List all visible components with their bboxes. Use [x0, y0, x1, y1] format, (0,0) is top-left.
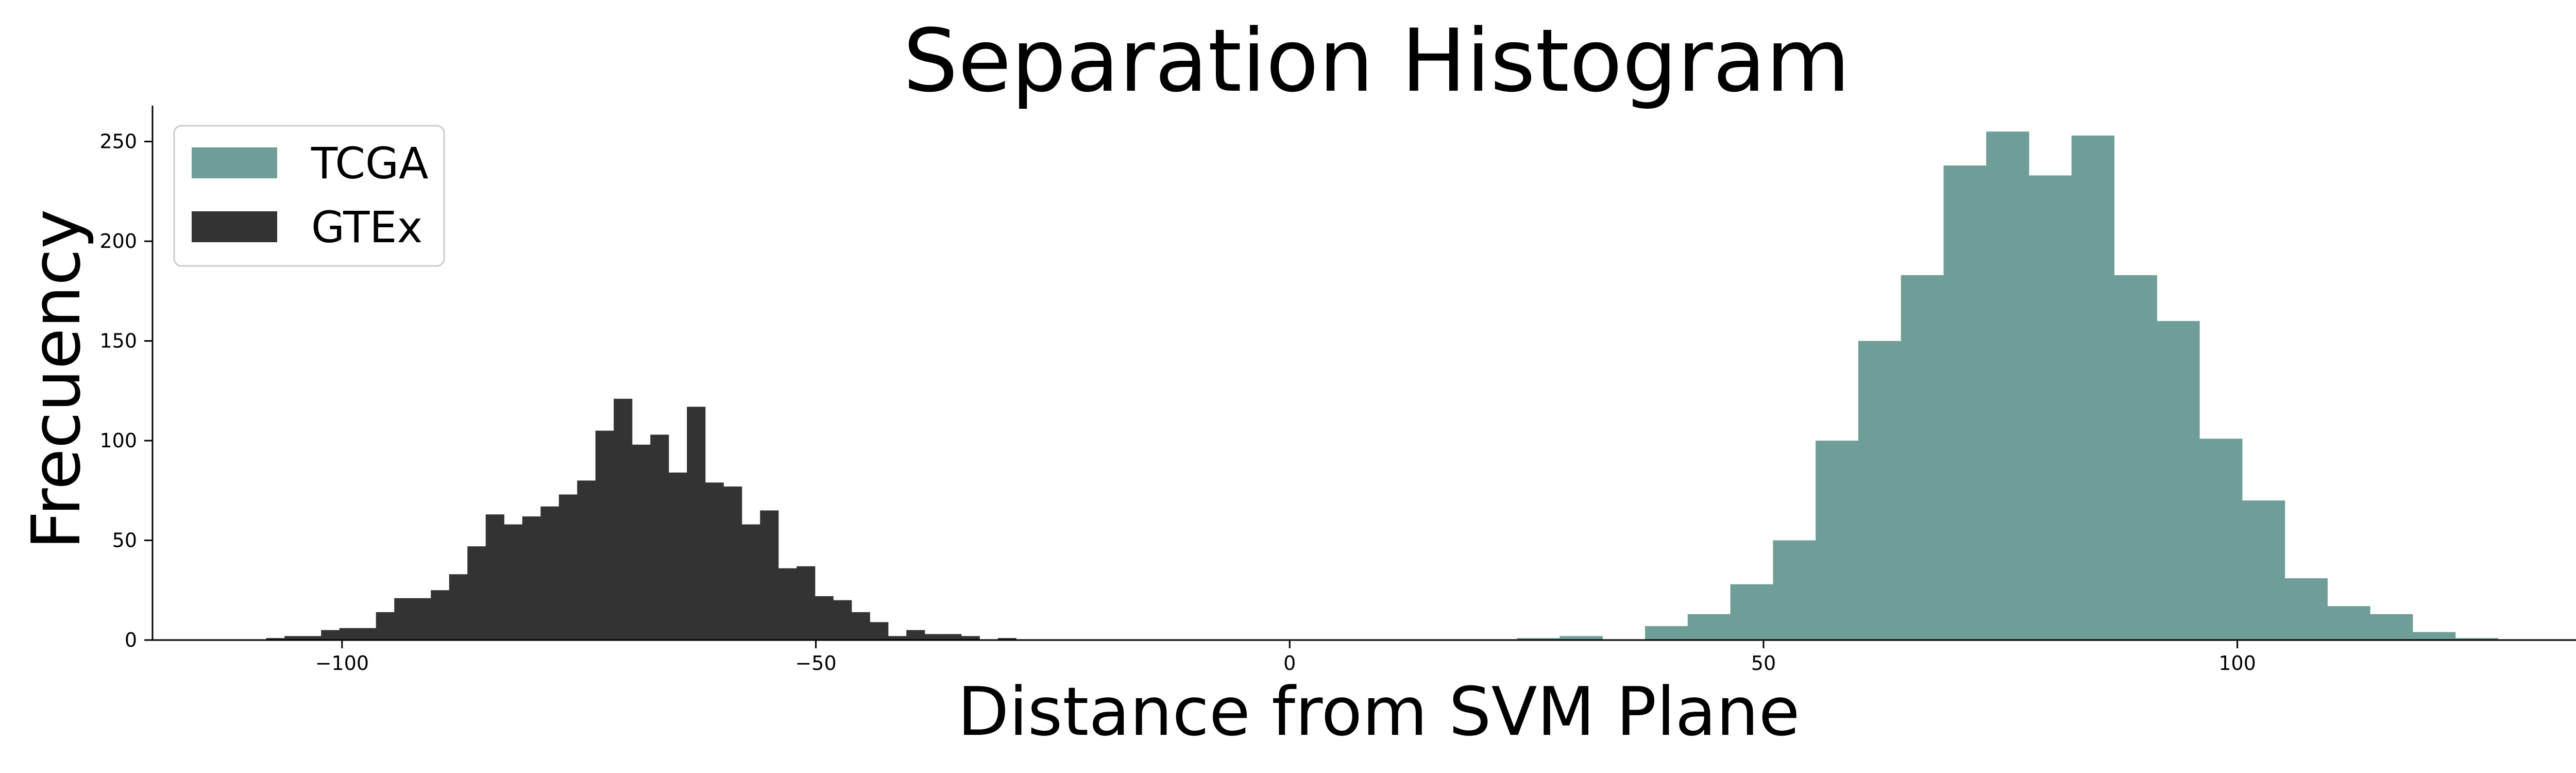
y-tick-label: 50: [112, 529, 137, 552]
y-tick-label: 100: [99, 429, 137, 452]
bar-gtex: [467, 546, 486, 640]
bar-tcga: [1943, 165, 1986, 640]
bar-tcga: [2114, 275, 2157, 640]
legend-swatch-gtex: [192, 211, 277, 242]
y-tick-label: 250: [99, 130, 137, 153]
chart-title: Separation Histogram: [903, 10, 1850, 111]
bar-gtex: [796, 566, 815, 640]
bar-gtex: [687, 407, 705, 640]
bar-gtex: [833, 600, 852, 640]
bar-gtex: [723, 486, 742, 640]
bar-tcga: [1731, 584, 1773, 640]
bar-tcga: [1901, 275, 1944, 640]
bar-tcga: [2029, 175, 2072, 640]
x-axis-ticks: −100 −50 0 50 100: [315, 640, 2256, 675]
bar-gtex: [504, 525, 522, 640]
y-axis-label: Frecuency: [17, 209, 95, 550]
y-tick-label: 200: [99, 230, 137, 253]
bar-tcga: [2199, 439, 2242, 640]
bar-gtex: [925, 634, 943, 640]
tcga-bars: [1517, 131, 2498, 640]
bar-tcga: [2242, 500, 2285, 640]
bar-gtex: [815, 596, 834, 640]
y-tick-label: 0: [125, 629, 137, 651]
bar-gtex: [486, 514, 504, 640]
bar-gtex: [870, 622, 888, 640]
bar-gtex: [449, 574, 468, 640]
bar-gtex: [413, 598, 431, 640]
bar-gtex: [577, 480, 596, 640]
x-tick-label: −100: [315, 652, 369, 675]
x-tick-label: 100: [2218, 652, 2256, 675]
y-axis-ticks: 0 50 100 150 200 250: [99, 130, 152, 651]
bar-tcga: [1645, 626, 1688, 640]
bar-tcga: [1858, 341, 1901, 640]
bar-tcga: [2327, 606, 2370, 640]
legend-label-gtex: GTEx: [311, 202, 422, 253]
bar-tcga: [1688, 614, 1731, 640]
bar-tcga: [2285, 578, 2328, 640]
bar-gtex: [540, 507, 559, 640]
bar-gtex: [376, 612, 395, 640]
bar-gtex: [760, 510, 778, 640]
bar-gtex: [559, 495, 578, 640]
bar-tcga: [1773, 541, 1816, 640]
gtex-bars: [266, 399, 1016, 640]
bar-gtex: [321, 630, 340, 640]
bar-gtex: [431, 590, 449, 640]
bar-gtex: [852, 612, 870, 640]
bar-gtex: [669, 473, 687, 640]
legend-swatch-tcga: [192, 147, 277, 178]
bar-gtex: [358, 628, 376, 640]
bar-tcga: [2157, 321, 2199, 640]
bar-gtex: [778, 568, 797, 640]
legend: TCGA GTEx: [174, 126, 444, 266]
legend-label-tcga: TCGA: [311, 138, 429, 189]
bar-tcga: [1816, 441, 1858, 640]
bar-tcga: [2413, 632, 2455, 640]
bar-tcga: [1986, 131, 2029, 640]
x-tick-label: −50: [795, 652, 836, 675]
bar-tcga: [2370, 614, 2413, 640]
bar-gtex: [394, 598, 413, 640]
bar-gtex: [705, 482, 724, 640]
bar-gtex: [614, 399, 632, 640]
x-axis-label: Distance from SVM Plane: [957, 673, 1800, 751]
bar-gtex: [522, 516, 541, 640]
bar-gtex: [650, 434, 669, 640]
x-tick-label: 0: [1283, 652, 1296, 675]
y-tick-label: 150: [99, 330, 137, 352]
bar-gtex: [742, 525, 760, 640]
x-tick-label: 50: [1751, 652, 1776, 675]
bar-gtex: [632, 445, 651, 640]
bar-gtex: [943, 634, 961, 640]
bar-gtex: [906, 630, 925, 640]
bar-tcga: [2072, 136, 2114, 640]
bar-gtex: [340, 628, 358, 640]
bar-gtex: [596, 431, 614, 640]
